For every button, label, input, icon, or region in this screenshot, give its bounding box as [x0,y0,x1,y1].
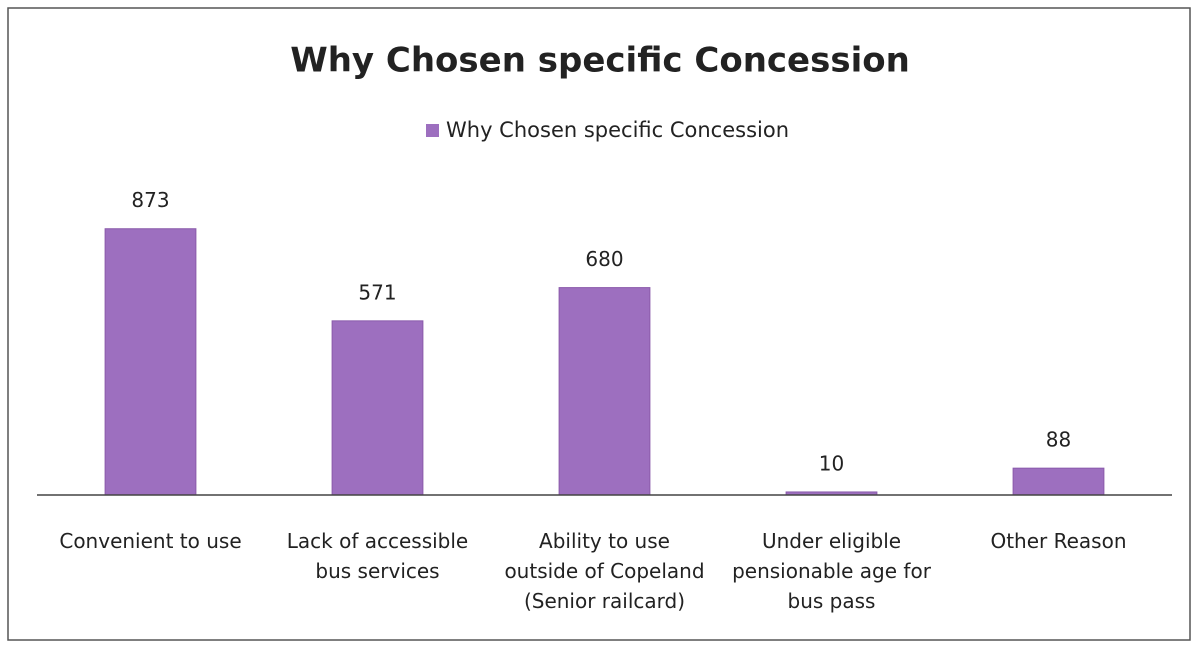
data-label: 680 [585,247,623,271]
x-tick-label: Lack of accessible bus services [286,529,469,583]
x-tick-label: Under eligible pensionable age for bus p… [732,529,931,613]
chart-border [7,7,1191,641]
x-tick-label: Other Reason [990,529,1127,553]
data-label: 10 [819,451,844,475]
data-label: 873 [131,188,169,212]
bar [1012,467,1105,496]
bar [104,228,197,496]
legend-label: Why Chosen specific Concession [446,118,789,142]
bar [558,287,651,496]
data-label: 571 [358,280,396,304]
chart-title: Why Chosen specific Concession [290,41,910,81]
x-tick-label: Convenient to use [59,529,242,553]
data-label: 88 [1046,428,1071,452]
bar [331,320,424,496]
legend-swatch [426,124,439,137]
x-tick-label: Ability to use outside of Copeland (Seni… [504,529,705,613]
